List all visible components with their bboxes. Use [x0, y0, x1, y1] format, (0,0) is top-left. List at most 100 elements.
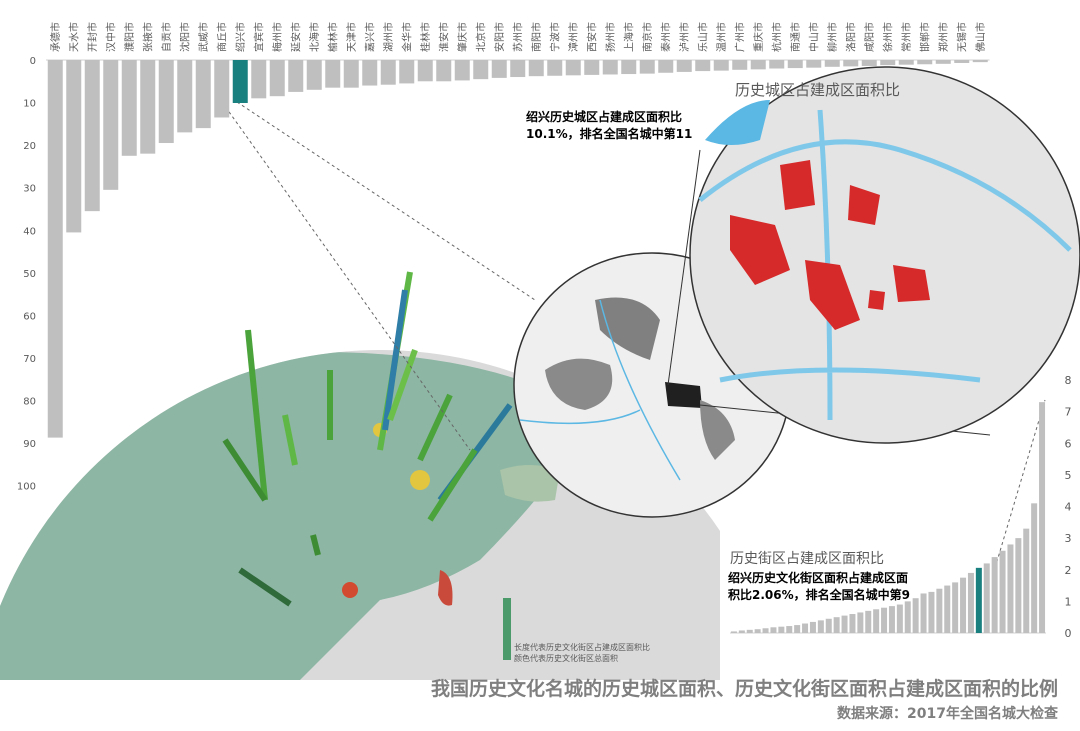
bar — [269, 60, 285, 97]
chart-title: 历史街区占建成区面积比 — [730, 551, 884, 567]
y-tick-label: 10 — [23, 99, 36, 110]
x-tick-label: 常州市 — [900, 22, 913, 52]
bar — [861, 60, 877, 66]
bar — [399, 60, 415, 84]
bar — [343, 60, 359, 88]
y-tick-label: 8 — [1065, 374, 1072, 387]
y-tick-label: 30 — [23, 184, 36, 195]
y-tick-label: 0 — [1065, 627, 1072, 640]
y-tick-label: 90 — [23, 439, 36, 450]
connector-lines — [221, 101, 1046, 569]
bar — [873, 609, 880, 633]
x-tick-label: 自贡市 — [160, 22, 173, 52]
bar — [802, 623, 809, 633]
bar — [66, 60, 82, 233]
bar — [1015, 538, 1022, 633]
bar — [952, 582, 959, 633]
x-tick-label: 沈阳市 — [178, 22, 191, 52]
bar — [841, 615, 848, 633]
x-tick-label: 无锡市 — [955, 22, 968, 52]
y-tick-label: 40 — [23, 226, 36, 237]
bar — [473, 60, 489, 80]
y-tick-label: 1 — [1065, 595, 1072, 608]
x-tick-label: 北京市 — [474, 22, 487, 52]
y-tick-label: 3 — [1065, 532, 1072, 545]
bar — [140, 60, 156, 154]
bar — [843, 60, 859, 67]
bar — [1031, 503, 1038, 633]
bar — [639, 60, 655, 74]
bar — [306, 60, 322, 90]
x-tick-label: 汉中市 — [104, 22, 117, 52]
bar — [944, 585, 951, 633]
x-tick-label: 西安市 — [585, 22, 598, 52]
y-tick-label: 2 — [1065, 564, 1072, 577]
x-tick-label: 广州市 — [733, 22, 746, 52]
x-tick-label: 郑州市 — [937, 22, 950, 52]
annotation: 10.1%，排名全国名城中第11 — [526, 126, 692, 141]
bar — [888, 606, 895, 633]
x-tick-label: 柳州市 — [826, 22, 839, 52]
bar — [1023, 528, 1030, 633]
bar — [935, 60, 951, 64]
x-tick-label: 泸州市 — [678, 22, 691, 52]
annotation: 绍兴历史文化街区面积占建成区面 — [728, 570, 908, 585]
x-tick-label: 濮阳市 — [123, 22, 136, 52]
bar — [849, 614, 856, 633]
footer-source: 数据来源：2017年全国名城大检查 — [837, 705, 1059, 722]
bar — [825, 618, 832, 633]
bar — [380, 60, 396, 85]
bar — [960, 577, 967, 633]
x-tick-label: 张掖市 — [141, 22, 154, 52]
bar — [975, 567, 982, 633]
bar — [491, 60, 507, 78]
y-tick-label: 70 — [23, 354, 36, 365]
legend-text: 长度代表历史文化街区占建成区面积比 — [514, 642, 650, 652]
y-tick-label: 6 — [1065, 437, 1072, 450]
x-tick-label: 淮安市 — [437, 22, 450, 52]
x-tick-label: 承德市 — [49, 22, 62, 52]
x-tick-label: 北海市 — [308, 22, 321, 52]
bar — [1039, 402, 1046, 633]
y-tick-label: 20 — [23, 141, 36, 152]
x-tick-label: 金华市 — [400, 22, 413, 52]
bar — [912, 598, 919, 633]
bar — [713, 60, 729, 71]
bar — [510, 60, 526, 78]
x-tick-label: 扬州市 — [604, 22, 617, 52]
bar — [928, 591, 935, 633]
bar — [806, 60, 822, 68]
bar — [824, 60, 840, 67]
x-tick-label: 漳州市 — [567, 22, 580, 52]
bar — [983, 563, 990, 633]
bar — [602, 60, 618, 75]
x-tick-label: 肇庆市 — [456, 22, 469, 52]
bar — [778, 626, 785, 633]
bar — [999, 550, 1006, 633]
bar — [954, 60, 970, 63]
bar — [547, 60, 563, 76]
bar — [738, 630, 745, 633]
bar — [621, 60, 637, 75]
x-tick-label: 杭州市 — [770, 22, 783, 52]
bar — [732, 60, 748, 70]
legend-bar — [503, 598, 511, 660]
x-tick-label: 南京市 — [641, 22, 654, 52]
x-tick-label: 苏州市 — [511, 22, 524, 52]
x-tick-label: 天津市 — [345, 22, 358, 52]
x-tick-label: 天水市 — [67, 22, 80, 52]
bar — [833, 617, 840, 633]
x-tick-label: 嘉兴市 — [363, 22, 376, 52]
x-tick-label: 南阳市 — [530, 22, 543, 52]
map-title: 历史城区占建成区面积比 — [735, 81, 900, 99]
x-tick-label: 佛山市 — [974, 22, 987, 52]
x-tick-label: 绍兴市 — [234, 22, 247, 52]
x-tick-label: 武威市 — [197, 22, 210, 52]
bar — [750, 60, 766, 70]
bar — [896, 604, 903, 633]
bar — [695, 60, 711, 72]
bar — [880, 60, 896, 66]
y-tick-label: 50 — [23, 269, 36, 280]
bar — [436, 60, 452, 82]
bar — [658, 60, 674, 73]
